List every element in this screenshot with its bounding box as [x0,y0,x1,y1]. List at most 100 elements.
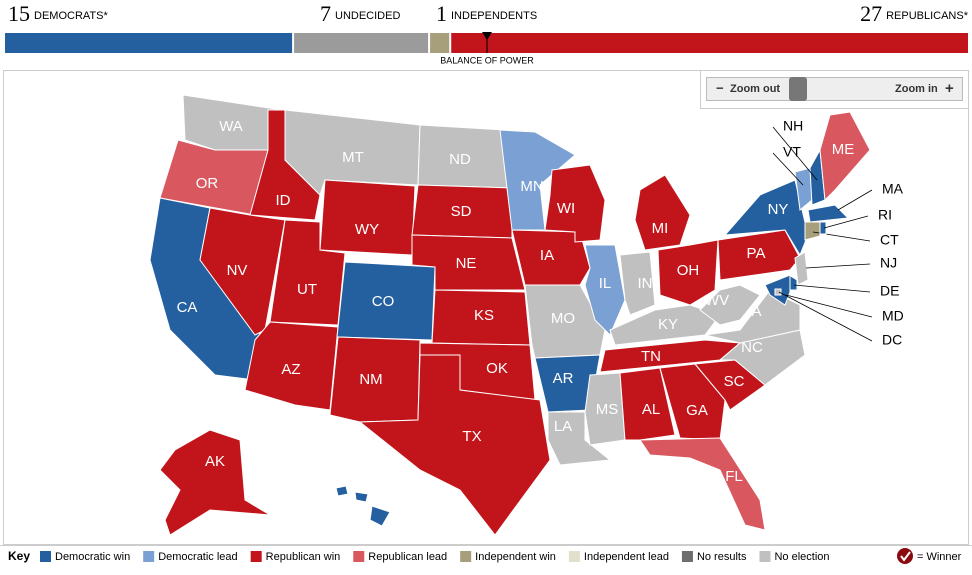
state[interactable] [699,284,761,326]
state-label: NY [768,201,789,218]
state-label: SC [724,373,745,390]
leader-line [772,126,818,181]
state[interactable] [619,251,656,316]
state-callout: MA [882,181,904,197]
balance-group: 15 DEMOCRATS* [8,1,108,26]
state-label: GA [686,402,708,419]
state[interactable] [807,204,850,223]
leader-line [793,284,871,293]
key-swatch [143,551,155,562]
state[interactable] [544,164,606,243]
state[interactable] [657,239,719,306]
balance-segment [430,33,450,53]
zoom-in[interactable]: Zoom in [895,83,938,95]
balance-label: DEMOCRATS* [34,10,108,22]
state-label: NE [456,255,477,272]
state[interactable] [819,111,871,202]
state-label: AK [205,453,225,470]
key-swatch [681,551,693,562]
state[interactable] [717,229,801,281]
key-swatch [568,551,580,562]
state[interactable] [584,244,626,336]
state[interactable] [694,359,766,411]
state[interactable] [319,179,416,256]
zoom-handle[interactable] [789,77,807,101]
balance-label: BALANCE OF POWER [440,55,534,65]
key-label: Democratic lead [158,551,237,563]
state-label: CA [177,299,198,316]
balance-label: UNDECIDED [335,10,400,22]
state-callout: MD [882,308,904,324]
balance-group: 7 UNDECIDED [320,1,400,26]
state-label: MI [652,220,669,237]
key-swatch [250,551,262,562]
state[interactable] [619,367,676,441]
balance-count: 1 [436,1,447,26]
state-callout: RI [878,207,892,223]
key-swatch [353,551,365,562]
state-label: WA [219,118,243,135]
state[interactable] [358,354,551,536]
state[interactable] [704,289,801,344]
state-label: OH [677,262,700,279]
balance-segment [5,33,293,53]
key-swatch [460,551,472,562]
state[interactable] [584,372,626,446]
key-swatch [759,551,771,562]
state-label: FL [725,468,743,485]
state[interactable] [804,221,821,241]
zoom-track [706,77,963,101]
balance-group: 1 INDEPENDENTS [436,1,537,26]
balance-label: INDEPENDENTS [451,10,537,22]
state[interactable] [819,221,827,235]
state-label: LA [554,418,572,435]
winner-label: = Winner [917,551,962,563]
state[interactable] [794,251,809,286]
state[interactable] [159,429,271,536]
balance-count: 7 [320,1,331,26]
state[interactable] [774,288,782,296]
state-label: IA [540,247,554,264]
state-callout: DE [880,283,899,299]
zoom-out-icon[interactable]: − [716,80,724,95]
state-label: MN [520,178,543,195]
state-label: AZ [281,361,300,378]
zoom-out[interactable]: Zoom out [730,83,780,95]
state-label: NV [227,262,248,279]
state-label: CO [372,293,395,310]
balance-segment [294,33,429,53]
state-label: AL [642,401,660,418]
state-callout: DC [882,332,902,348]
state-label: AR [553,370,574,387]
state[interactable] [659,363,726,441]
key-label: Republican win [266,551,341,563]
key-label: Independent lead [584,551,669,563]
state-label: ME [832,141,855,158]
state-label: NM [359,371,382,388]
balance-group: 27 REPUBLICANS* [860,1,969,26]
state-label: WI [557,200,575,217]
state-label: UT [297,281,317,298]
state-label: HI [345,498,360,515]
balance-count: 15 [8,1,30,26]
state-label: MT [342,149,364,166]
leader-line [837,189,873,211]
state-label: WY [355,221,379,238]
state-label: KY [658,316,678,333]
state-callout: NJ [880,255,897,271]
state-label: ND [449,151,471,168]
zoom-in-icon[interactable]: + [945,80,954,97]
state-label: TN [641,348,661,365]
state[interactable] [639,437,766,531]
winner-check [900,551,911,562]
state-label: ID [276,192,291,209]
key-label: No election [774,551,829,563]
winner-icon [897,548,913,564]
state[interactable] [634,174,691,251]
balance-segment [451,33,969,53]
state-label: NC [741,339,763,356]
state[interactable] [335,485,391,527]
state-label: PA [747,245,766,262]
